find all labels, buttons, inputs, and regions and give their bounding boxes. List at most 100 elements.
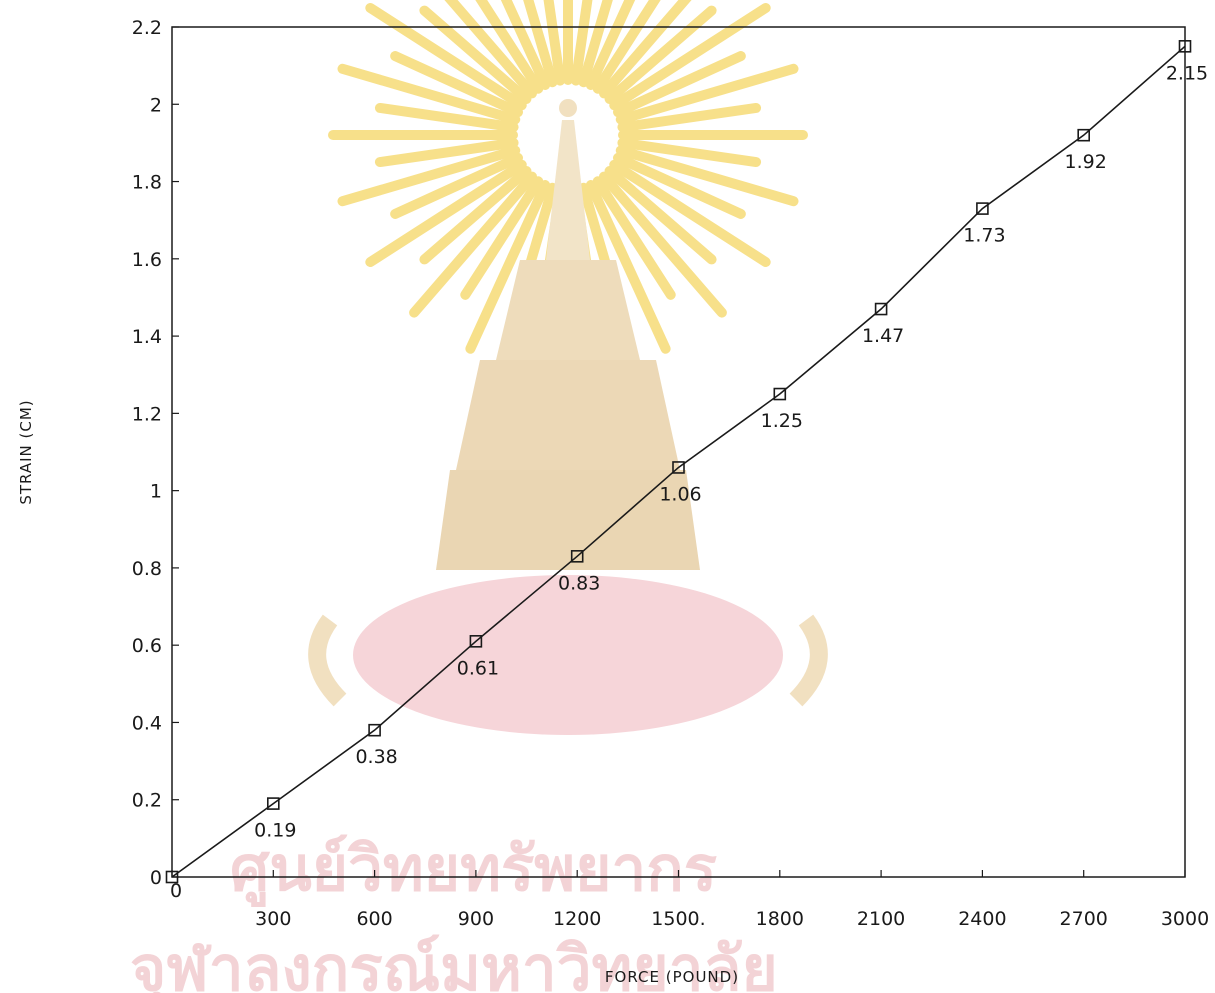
x-tick-label: 2100 xyxy=(857,908,905,930)
series-strain xyxy=(171,45,1186,878)
watermark-ray xyxy=(592,0,661,94)
y-tick-label: 0.8 xyxy=(132,558,162,580)
x-tick-label: 3000 xyxy=(1161,908,1209,930)
watermark-ray xyxy=(419,5,532,104)
watermark-ray xyxy=(523,0,558,88)
data-markers xyxy=(165,40,1192,884)
y-tick-label: 1.2 xyxy=(132,403,162,425)
watermark-emblem xyxy=(308,0,828,735)
watermark-ray xyxy=(609,2,771,111)
x-tick-label: 300 xyxy=(255,908,291,930)
y-tick-label: 2.2 xyxy=(132,17,162,39)
y-tick-label: 0.6 xyxy=(132,635,162,657)
data-value-label: 0.19 xyxy=(254,820,296,842)
watermark-ray xyxy=(617,137,762,168)
y-tick-label: 0 xyxy=(150,867,162,889)
watermark-ray xyxy=(615,145,799,207)
watermark-ray xyxy=(585,180,671,354)
data-value-label: 1.25 xyxy=(761,410,803,432)
y-tick-label: 1.4 xyxy=(132,326,162,348)
watermark-spire xyxy=(546,120,590,260)
watermark-ray xyxy=(613,152,746,219)
watermark-text-line1: ศูนย์วิทยทรัพยากร xyxy=(230,832,717,907)
watermark-ray xyxy=(409,171,537,318)
watermark-ray xyxy=(444,0,537,99)
watermark-ray xyxy=(390,152,523,219)
watermark-ray xyxy=(592,176,676,300)
data-point-marker xyxy=(266,797,280,810)
watermark-finial xyxy=(559,99,577,117)
x-axis-title: FORCE (POUND) xyxy=(605,968,739,986)
data-point-marker xyxy=(976,202,989,215)
watermark-ray xyxy=(460,176,544,300)
y-tick-label: 1.8 xyxy=(132,172,162,194)
data-point-marker xyxy=(165,870,179,884)
data-value-label: 0.61 xyxy=(457,657,499,679)
watermark-text-line2: จุฬาลงกรณ์มหาวิทยาลัย xyxy=(130,932,778,993)
y-tick-label: 0.2 xyxy=(132,790,162,812)
watermark-left-scroll xyxy=(308,614,347,707)
data-point-marker xyxy=(469,635,483,648)
data-point-marker xyxy=(1077,128,1090,142)
watermark-ray xyxy=(543,0,566,86)
x-tick-label: 900 xyxy=(458,908,494,930)
watermark-cushion xyxy=(353,575,783,735)
watermark-ray xyxy=(615,63,799,125)
data-labels: 0.19 0.38 0.61 0.83 1.06 1.25 1.47 1.73 1.92 2.15 xyxy=(254,62,1208,841)
watermark-ray xyxy=(585,0,636,90)
watermark-ray xyxy=(613,51,746,118)
y-tick-label: 1 xyxy=(150,481,162,503)
watermark-ray xyxy=(365,159,527,268)
y-tick-label: 0.4 xyxy=(132,712,162,734)
data-value-label: 0.38 xyxy=(355,746,397,768)
watermark-ray xyxy=(390,51,523,118)
x-tick-label: 1200 xyxy=(553,908,601,930)
data-value-label: 1.92 xyxy=(1065,151,1107,173)
watermark-ray xyxy=(337,63,521,125)
watermark-ray xyxy=(604,166,717,265)
data-point-marker xyxy=(570,550,584,563)
x-tick-label: 1500. xyxy=(651,908,705,930)
watermark-ray xyxy=(570,0,593,86)
watermark-ray xyxy=(578,0,613,88)
x-tick-label: 0 xyxy=(170,880,182,902)
data-point-marker xyxy=(368,723,381,737)
data-point-marker xyxy=(1178,40,1192,53)
data-value-label: 0.83 xyxy=(558,572,600,594)
data-value-label: 1.73 xyxy=(963,225,1005,247)
data-point-marker xyxy=(773,387,787,401)
data-value-label: 2.15 xyxy=(1166,62,1208,84)
data-value-label: 1.47 xyxy=(862,325,904,347)
y-axis-title: STRAIN (CM) xyxy=(17,399,35,504)
watermark-right-scroll xyxy=(789,614,828,707)
watermark-crown-upper xyxy=(496,260,640,360)
watermark-ray xyxy=(604,5,717,104)
watermark-crown-middle xyxy=(456,360,680,470)
watermark-ray xyxy=(599,0,692,99)
data-point-marker xyxy=(672,461,685,474)
watermark-ray xyxy=(374,102,519,133)
university-watermark: ศูนย์วิทยทรัพยากร จุฬาลงกรณ์มหาวิทยาลัย xyxy=(130,0,828,993)
x-tick-label: 600 xyxy=(356,908,392,930)
watermark-ray xyxy=(365,2,527,111)
watermark-ray xyxy=(475,0,544,94)
y-tick-label: 2 xyxy=(150,94,162,116)
y-axis-ticks: 0 0.2 0.4 0.6 0.8 1 1.2 1.4 1.6 1.8 2 2.2 xyxy=(132,17,179,889)
x-tick-label: 1800 xyxy=(756,908,804,930)
watermark-ray xyxy=(609,159,771,268)
watermark-ray xyxy=(599,171,727,318)
x-axis-ticks: 0 300 600 900 1200 1500. 1800 2100 2400 2700 3000 xyxy=(170,870,1209,930)
data-value-label: 1.06 xyxy=(659,483,701,505)
watermark-ray xyxy=(500,0,551,90)
data-point-marker xyxy=(874,302,888,316)
watermark-ray xyxy=(617,102,762,133)
x-tick-label: 2700 xyxy=(1060,908,1108,930)
series-line xyxy=(171,45,1186,878)
watermark-crown-lower xyxy=(436,470,700,570)
watermark-ray xyxy=(337,145,521,207)
y-tick-label: 1.6 xyxy=(132,249,162,271)
watermark-ray xyxy=(374,137,519,168)
watermark-ray xyxy=(419,166,532,265)
x-tick-label: 2400 xyxy=(958,908,1006,930)
